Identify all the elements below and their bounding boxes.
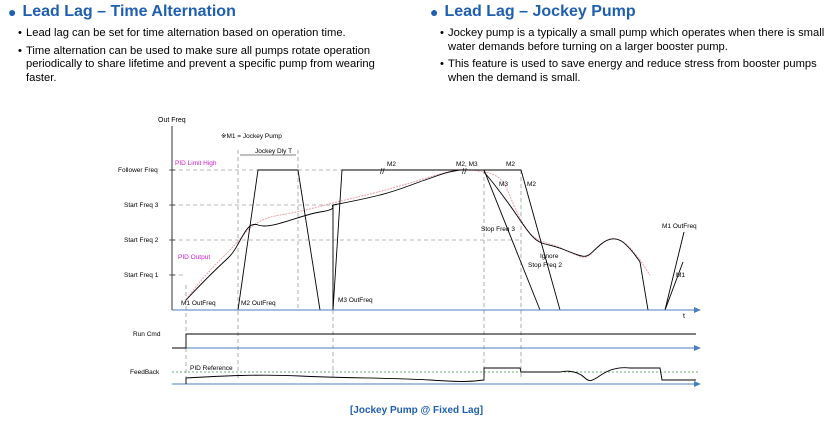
jockey-note: ※M1 = Jockey Pump [221,133,282,140]
level-follower-label: Follower Freq [118,167,158,174]
diagram-caption: [Jockey Pump @ Fixed Lag] [349,405,484,416]
run-cmd-signal [172,333,696,349]
m2-ramp-label: M2 [527,181,536,188]
m3-outfreq-label: M3 OutFreq [338,297,373,304]
left-title-text: Lead Lag – Time Alternation [22,3,236,20]
left-bullet-2: Time alternation can be used to make sur… [18,45,408,86]
jockey-delay-label: Jockey Dly T [255,148,292,155]
m2-outfreq-label: M2 OutFreq [241,300,276,307]
right-section: ● Lead Lag – Jockey Pump Jockey pump is … [430,0,830,89]
m2-top-trace [484,169,561,311]
time-axis-label: t [683,313,685,320]
descending-curve [483,171,684,311]
right-bullet-list: Jockey pump is a typically a small pump … [430,27,830,85]
right-bullet-1: Jockey pump is a typically a small pump … [440,27,830,54]
combined-rise-curve [332,169,461,206]
right-bullet-2: This feature is used to save energy and … [440,58,830,85]
m1-final-rise [664,231,685,311]
m2-outfreq-trace [237,169,321,311]
m3-ramp-label: M3 [499,181,508,188]
pid-output-label: PID Output [178,254,210,261]
left-section: ● Lead Lag – Time Alternation Lead lag c… [8,0,408,89]
level-start2-label: Start Freq 2 [124,237,159,244]
level-start1-label: Start Freq 1 [124,272,159,279]
m2-m3-top-label: M2, M3 [456,161,478,168]
right-section-title: ● Lead Lag – Jockey Pump [430,3,830,21]
pid-limit-high-label: PID Limit High [175,160,217,167]
bullet-dot-icon: ● [8,4,17,20]
stop-freq-3-label: Stop Freq 3 [481,226,515,233]
m1-outfreq-label: M1 OutFreq [181,300,216,307]
stop-freq-2-label: Stop Freq 2 [528,262,562,269]
break-mark-1: // [380,167,385,176]
m2-top-label: M2 [387,161,396,168]
y-axis-label: Out Freq [158,117,186,124]
left-bullet-list: Lead lag can be set for time alternation… [8,27,408,85]
feedback-label: FeedBack [130,369,160,376]
m1-outfreq-trace [185,204,334,310]
feedback-signal [185,367,696,384]
level-start3-label: Start Freq 3 [124,202,159,209]
left-section-title: ● Lead Lag – Time Alternation [8,3,408,21]
ignore-label: Ignore [540,253,559,260]
bullet-dot-icon: ● [430,4,439,20]
break-mark-2: // [462,167,467,176]
m2-right-label: M2 [506,161,515,168]
m3-outfreq-trace [332,169,541,311]
pid-reference-label: PID Reference [190,365,233,372]
m1-right-label: M1 [676,272,685,279]
right-title-text: Lead Lag – Jockey Pump [444,3,636,20]
run-cmd-label: Run Cmd [133,331,161,338]
left-bullet-1: Lead lag can be set for time alternation… [18,27,408,41]
m1-outfreq-right-label: M1 OutFreq [662,223,697,230]
